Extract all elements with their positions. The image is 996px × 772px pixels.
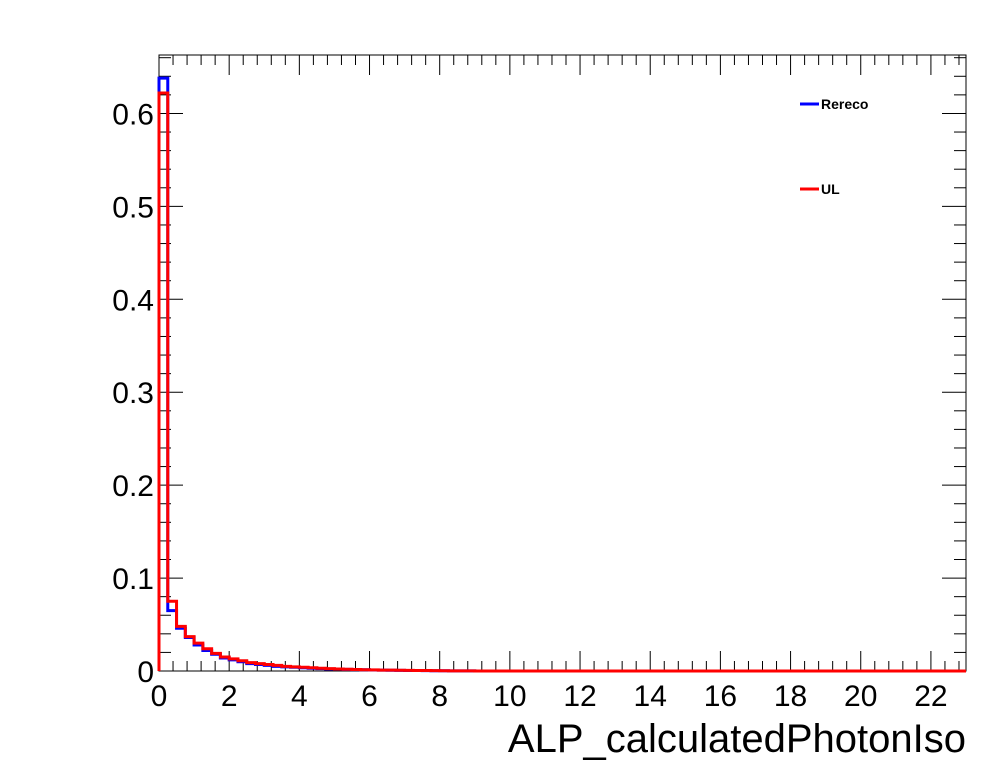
x-tick-label: 2: [221, 680, 238, 713]
y-tick-label: 0.3: [112, 377, 154, 410]
x-tick-label: 18: [774, 680, 807, 713]
y-tick-label: 0: [137, 656, 154, 689]
legend-label-rereco: Rereco: [821, 96, 868, 112]
series-ul-line: [157, 91, 966, 673]
series-layer: [157, 76, 966, 673]
legend: Rereco UL: [800, 96, 868, 197]
legend-label-ul: UL: [821, 181, 840, 197]
x-tick-label: 22: [914, 680, 947, 713]
x-tick-label: 10: [493, 680, 526, 713]
x-tick-label: 16: [704, 680, 737, 713]
y-tick-label: 0.1: [112, 563, 154, 596]
y-tick-label: 0.2: [112, 470, 154, 503]
x-axis-ticks: 0 2 4 6 8 10 12 14 16 18 20 22: [151, 55, 960, 713]
x-tick-label: 8: [431, 680, 448, 713]
y-axis-ticks: 0 0.1 0.2 0.3 0.4 0.5 0.6: [112, 57, 966, 689]
x-tick-label: 20: [844, 680, 877, 713]
plot-frame: [158, 54, 967, 672]
y-tick-label: 0.5: [112, 191, 154, 224]
x-tick-label: 12: [563, 680, 596, 713]
x-tick-label: 0: [151, 680, 168, 713]
x-tick-label: 14: [634, 680, 667, 713]
x-tick-label: 4: [291, 680, 308, 713]
series-rereco-line: [157, 76, 966, 673]
y-tick-label: 0.4: [112, 284, 154, 317]
x-axis-title: ALP_calculatedPhotonIso: [508, 717, 966, 761]
y-tick-label: 0.6: [112, 98, 154, 131]
x-tick-label: 6: [361, 680, 378, 713]
